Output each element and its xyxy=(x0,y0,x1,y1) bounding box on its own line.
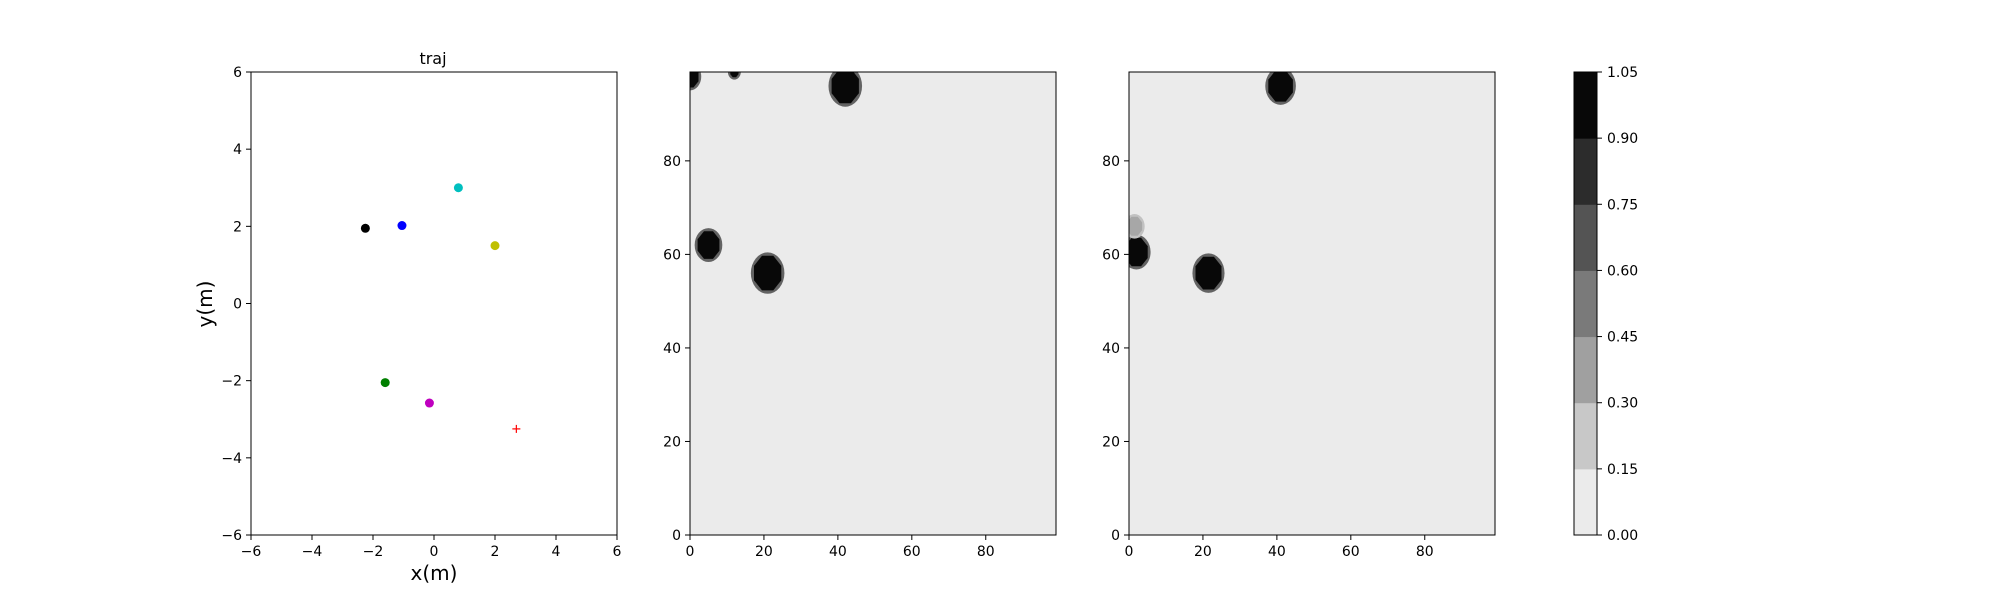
colorbar-tick-label: 0.60 xyxy=(1607,263,1638,279)
heatmap-blob xyxy=(1129,216,1143,236)
colorbar: 0.00 0.15 0.30 0.45 0.60 0.75 0.90 1.05 xyxy=(1573,65,1638,544)
heatmap-1-y-tick-label: 0 xyxy=(672,528,681,544)
goal-plus-marker xyxy=(512,424,521,433)
traj-y-tick-label: 2 xyxy=(233,219,242,235)
heatmap-1-y-tick-label: 80 xyxy=(663,154,681,170)
agent-point xyxy=(397,221,407,231)
colorbar-band xyxy=(1574,468,1597,536)
colorbar-band xyxy=(1574,138,1597,205)
traj-x-tick-label: −2 xyxy=(363,544,384,560)
heatmap-2-frame xyxy=(1128,71,1496,536)
heatmap-panel-1: 0 20 40 60 80 0 20 40 60 80 xyxy=(663,71,1057,560)
heatmap-1-y-tick-label: 40 xyxy=(663,341,681,357)
heatmap-1-x-tick-label: 40 xyxy=(829,544,847,560)
traj-x-tick-label: −6 xyxy=(241,544,262,560)
traj-y-tick-label: −2 xyxy=(221,374,242,390)
colorbar-band xyxy=(1574,204,1597,271)
colorbar-ticks: 0.00 0.15 0.30 0.45 0.60 0.75 0.90 1.05 xyxy=(1597,65,1638,544)
traj-y-tick-label: 6 xyxy=(233,65,242,81)
heatmap-2-x-tick-label: 80 xyxy=(1416,544,1434,560)
heatmap-blob xyxy=(697,231,720,259)
heatmap-2-blobs xyxy=(1129,72,1296,293)
heatmap-2-y-tick-label: 40 xyxy=(1102,341,1120,357)
heatmap-1-frame xyxy=(689,71,1057,536)
colorbar-tick-label: 0.75 xyxy=(1607,197,1638,213)
heatmap-2-y-tick-label: 20 xyxy=(1102,434,1120,450)
colorbar-tick-label: 0.90 xyxy=(1607,131,1638,147)
agent-point xyxy=(490,241,500,251)
traj-x-tick-label: −4 xyxy=(302,544,323,560)
heatmap-blob xyxy=(1129,237,1148,267)
colorbar-band xyxy=(1574,72,1597,139)
heatmap-panel-2: 0 20 40 60 80 0 20 40 60 80 xyxy=(1102,71,1496,560)
heatmap-2-x-tick-label: 60 xyxy=(1342,544,1360,560)
heatmap-blob xyxy=(754,255,782,291)
traj-x-label: x(m) xyxy=(411,561,458,585)
heatmap-1-x-tick-label: 80 xyxy=(977,544,995,560)
heatmap-2-y-ticks: 0 20 40 60 80 xyxy=(1102,154,1129,544)
colorbar-band xyxy=(1574,270,1597,338)
heatmap-1-y-ticks: 0 20 40 60 80 xyxy=(663,154,690,544)
heatmap-blob xyxy=(690,72,699,88)
heatmap-1-blobs xyxy=(690,72,863,294)
colorbar-band xyxy=(1574,402,1597,470)
heatmap-2-x-ticks: 0 20 40 60 80 xyxy=(1125,535,1434,560)
colorbar-frame xyxy=(1573,71,1598,536)
colorbar-tick-label: 0.30 xyxy=(1607,396,1638,412)
colorbar-band xyxy=(1574,336,1597,404)
traj-panel: traj −6 −4 −2 0 2 4 6 −6 −4 −2 0 2 4 6 x(m) y(m) xyxy=(193,49,622,585)
heatmap-blob xyxy=(730,72,739,78)
heatmap-2-y-tick-label: 0 xyxy=(1111,528,1120,544)
traj-x-tick-label: 2 xyxy=(491,544,500,560)
traj-y-ticks: −6 −4 −2 0 2 4 6 xyxy=(221,65,251,544)
traj-x-ticks: −6 −4 −2 0 2 4 6 xyxy=(241,535,622,560)
heatmap-blob xyxy=(831,72,859,104)
traj-x-tick-label: 6 xyxy=(613,544,622,560)
heatmap-blob xyxy=(1268,72,1293,102)
heatmap-2-x-tick-label: 40 xyxy=(1268,544,1286,560)
colorbar-tick-label: 0.00 xyxy=(1607,528,1638,544)
agent-point xyxy=(453,183,463,193)
traj-y-tick-label: 4 xyxy=(233,142,242,158)
colorbar-tick-label: 0.15 xyxy=(1607,462,1638,478)
traj-y-label: y(m) xyxy=(193,281,217,328)
heatmap-2-x-tick-label: 20 xyxy=(1194,544,1212,560)
heatmap-1-background xyxy=(690,72,1056,535)
heatmap-1-x-tick-label: 60 xyxy=(903,544,921,560)
traj-y-tick-label: −6 xyxy=(221,528,242,544)
heatmap-2-background xyxy=(1129,72,1495,535)
heatmap-blob xyxy=(1195,256,1222,290)
heatmap-2-y-tick-label: 80 xyxy=(1102,154,1120,170)
heatmap-2-x-tick-label: 0 xyxy=(1125,544,1134,560)
agent-point xyxy=(424,398,434,408)
colorbar-tick-label: 1.05 xyxy=(1607,65,1638,81)
heatmap-2-y-tick-label: 60 xyxy=(1102,247,1120,263)
agent-point xyxy=(380,378,390,388)
traj-title: traj xyxy=(419,49,446,68)
traj-x-tick-label: 0 xyxy=(430,544,439,560)
traj-x-tick-label: 4 xyxy=(552,544,561,560)
colorbar-tick-label: 0.45 xyxy=(1607,330,1638,346)
heatmap-1-y-tick-label: 20 xyxy=(663,434,681,450)
heatmap-1-x-tick-label: 20 xyxy=(755,544,773,560)
traj-plot-area xyxy=(251,72,617,535)
traj-y-tick-label: −4 xyxy=(221,451,242,467)
traj-points xyxy=(360,183,521,433)
heatmap-1-y-tick-label: 60 xyxy=(663,247,681,263)
agent-point xyxy=(360,223,370,233)
heatmap-1-x-ticks: 0 20 40 60 80 xyxy=(686,535,995,560)
colorbar-bands xyxy=(1574,72,1597,536)
traj-y-tick-label: 0 xyxy=(233,297,242,313)
heatmap-1-x-tick-label: 0 xyxy=(686,544,695,560)
